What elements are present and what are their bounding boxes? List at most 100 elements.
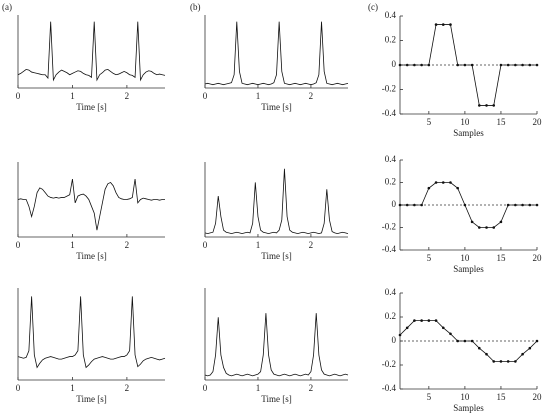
sample-marker — [470, 63, 474, 67]
sample-marker — [528, 203, 532, 207]
sample-marker — [449, 23, 452, 26]
sample-marker — [420, 319, 423, 322]
x-axis-label: Time [s] — [261, 251, 291, 261]
x-tick-label: 15 — [496, 253, 506, 263]
sample-marker — [405, 63, 409, 67]
sample-marker — [456, 186, 459, 190]
x-tick-label: 20 — [533, 117, 543, 127]
y-tick-label: -0.2 — [382, 222, 396, 232]
x-tick-label: 1 — [70, 240, 75, 250]
sample-marker — [456, 339, 459, 343]
sample-marker — [405, 326, 409, 330]
sample-marker — [427, 63, 431, 67]
x-tick-label: 2 — [125, 91, 130, 101]
x-tick-label: 5 — [427, 392, 432, 402]
panel-label: (c) — [368, 2, 378, 12]
x-tick-label: 5 — [427, 253, 432, 263]
sample-marker — [434, 23, 438, 26]
signal-line — [17, 296, 166, 369]
signal-line — [204, 313, 349, 377]
sample-marker — [441, 181, 445, 184]
sample-marker — [434, 181, 438, 184]
x-tick-label: 15 — [496, 117, 506, 127]
y-tick-label: -0.4 — [382, 108, 397, 118]
sample-marker — [485, 226, 488, 229]
x-tick-label: 2 — [309, 91, 314, 101]
sample-marker — [492, 226, 496, 229]
y-tick-label: 0.2 — [385, 35, 396, 45]
sample-marker — [427, 319, 431, 322]
x-tick-label: 0 — [16, 240, 21, 250]
y-tick-label: -0.4 — [382, 244, 397, 254]
sample-marker — [535, 63, 539, 67]
x-axis-label: Samples — [453, 264, 484, 274]
x-axis-label: Time [s] — [76, 102, 106, 112]
sample-marker — [463, 339, 467, 343]
x-axis-label: Time [s] — [76, 394, 106, 404]
sample-marker — [398, 333, 402, 337]
sample-marker — [463, 203, 467, 207]
sample-marker — [441, 23, 445, 26]
signal-line — [17, 178, 165, 231]
sample-marker — [521, 203, 524, 207]
sample-marker — [456, 63, 459, 67]
x-axis-label: Samples — [453, 128, 484, 138]
sample-marker — [398, 203, 402, 207]
sample-marker — [499, 360, 503, 363]
sample-marker — [485, 104, 488, 107]
sample-marker — [470, 220, 474, 224]
sample-marker — [535, 203, 539, 207]
sample-marker — [492, 360, 496, 363]
sample-marker — [398, 63, 402, 67]
sample-marker — [478, 104, 481, 107]
sample-marker — [427, 186, 431, 190]
x-tick-label: 2 — [309, 240, 314, 250]
sample-marker — [506, 203, 510, 207]
y-tick-label: 0.4 — [385, 287, 397, 297]
sample-marker — [420, 63, 423, 67]
sample-marker — [514, 360, 517, 363]
x-tick-label: 20 — [533, 253, 543, 263]
x-axis-label: Samples — [453, 403, 484, 413]
x-tick-label: 2 — [125, 383, 130, 393]
x-tick-label: 2 — [125, 240, 130, 250]
sample-marker — [492, 104, 496, 107]
sample-marker — [528, 63, 532, 67]
signal-line — [17, 21, 166, 82]
y-tick-label: -0.2 — [382, 359, 396, 369]
x-tick-label: 0 — [203, 91, 208, 101]
x-tick-label: 10 — [460, 117, 470, 127]
x-axis-label: Time [s] — [261, 102, 291, 112]
x-axis-label: Time [s] — [76, 251, 106, 261]
x-tick-label: 1 — [70, 91, 75, 101]
y-tick-label: 0 — [392, 199, 397, 209]
sample-marker — [413, 319, 416, 322]
sample-marker — [521, 352, 524, 356]
sample-marker — [405, 203, 409, 207]
x-tick-label: 0 — [203, 383, 208, 393]
sample-marker — [521, 63, 524, 67]
x-tick-label: 0 — [16, 91, 21, 101]
sample-marker — [528, 346, 532, 350]
x-axis-label: Time [s] — [261, 394, 291, 404]
panel-label: (a) — [2, 2, 12, 12]
y-tick-label: -0.2 — [382, 84, 396, 94]
y-tick-label: 0 — [392, 335, 397, 345]
sample-marker — [506, 63, 510, 67]
x-tick-label: 1 — [256, 383, 261, 393]
x-tick-label: 1 — [70, 383, 75, 393]
sample-marker — [499, 220, 503, 224]
signal-line — [204, 168, 349, 235]
x-tick-label: 15 — [496, 392, 506, 402]
y-tick-label: 0.2 — [385, 311, 396, 321]
sample-marker — [413, 203, 416, 207]
signal-line — [204, 21, 349, 86]
sample-marker — [463, 63, 467, 67]
panel-label: (b) — [190, 2, 201, 12]
x-tick-label: 5 — [427, 117, 432, 127]
sample-marker — [413, 63, 416, 67]
x-tick-label: 10 — [460, 253, 470, 263]
x-tick-label: 1 — [256, 91, 261, 101]
sample-marker — [506, 360, 510, 363]
